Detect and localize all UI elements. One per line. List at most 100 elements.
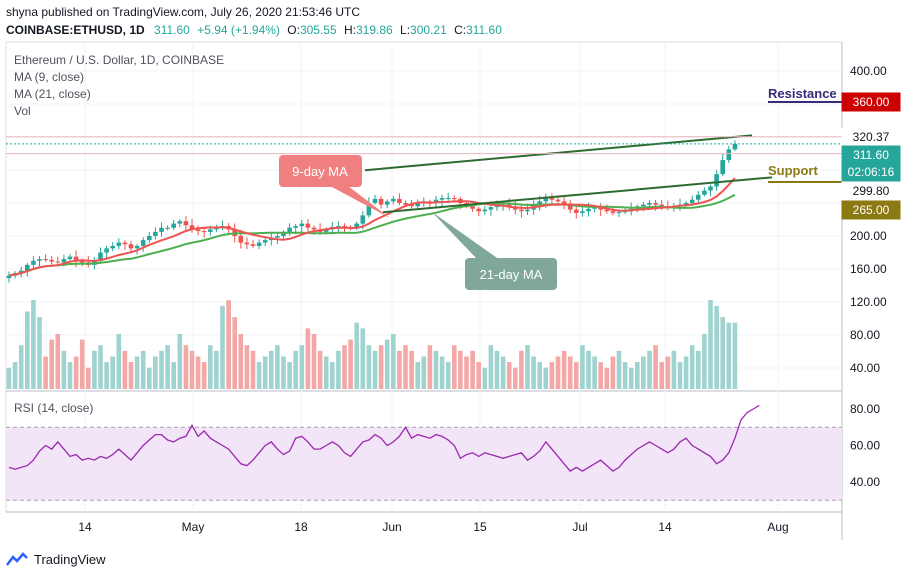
price-tick-label: 200.00 bbox=[850, 229, 887, 243]
candle-body bbox=[134, 245, 140, 249]
candle-body bbox=[409, 204, 414, 207]
price-tick-label: 120.00 bbox=[850, 295, 887, 309]
candle-body bbox=[610, 211, 616, 213]
high-value: 319.86 bbox=[355, 23, 393, 37]
volume-bar bbox=[79, 339, 85, 389]
moving-averages bbox=[8, 177, 736, 277]
candle-body bbox=[244, 242, 250, 245]
candle-body bbox=[104, 248, 109, 253]
volume-bar bbox=[128, 362, 134, 389]
candle-body bbox=[55, 261, 61, 263]
candle-body bbox=[128, 244, 134, 249]
volume-bar bbox=[513, 367, 518, 389]
candle-body bbox=[61, 259, 67, 263]
chart-header: shyna published on TradingView.com, July… bbox=[6, 5, 502, 38]
price-axis: 40.00 80.00 120.00 160.00 200.00 400.00 bbox=[850, 64, 887, 375]
volume-bar bbox=[183, 345, 189, 389]
volume-bar bbox=[696, 350, 701, 389]
candle-body bbox=[287, 227, 292, 232]
volume-bar bbox=[226, 300, 231, 389]
tradingview-logo-text: TradingView bbox=[34, 551, 106, 567]
ma9-callout-text: 9-day MA bbox=[292, 164, 348, 179]
candle-body bbox=[476, 208, 481, 212]
volume-bar bbox=[269, 350, 274, 389]
candle-body bbox=[323, 229, 329, 232]
low-value: 300.21 bbox=[410, 23, 447, 37]
candle-body bbox=[384, 201, 390, 205]
volume-bar bbox=[689, 345, 695, 389]
volume-bar bbox=[659, 362, 664, 389]
volume-bar bbox=[628, 367, 634, 389]
time-tick-label: 18 bbox=[294, 520, 308, 534]
price-tag-bg bbox=[841, 92, 901, 112]
volume-bar bbox=[98, 345, 103, 389]
volume-bar bbox=[214, 350, 219, 389]
volume-bar bbox=[354, 322, 359, 389]
rsi-tick-label: 80.00 bbox=[850, 402, 880, 416]
candle-body bbox=[580, 211, 585, 213]
volume-bar bbox=[500, 356, 506, 389]
candle-body bbox=[6, 275, 12, 279]
channel-upper-line bbox=[364, 134, 753, 172]
candle-body bbox=[378, 198, 384, 205]
candle-body bbox=[525, 209, 530, 212]
candle-body bbox=[116, 242, 122, 246]
legend-ma21: MA (21, close) bbox=[14, 87, 91, 101]
volume-bar bbox=[403, 345, 408, 389]
volume-bar bbox=[476, 362, 481, 389]
volume-bar bbox=[702, 333, 707, 389]
publish-info: shyna published on TradingView.com, July… bbox=[6, 5, 360, 19]
candle-body bbox=[147, 236, 152, 241]
price-tags: 360.00 320.37 311.60 02:06:16 299.80 265.00 bbox=[841, 92, 901, 220]
volume-bar bbox=[159, 350, 164, 389]
ma21-callout: 21-day MA bbox=[432, 212, 557, 290]
price-tag: 299.80 bbox=[841, 181, 901, 201]
volume-bar bbox=[140, 350, 146, 389]
volume-bar bbox=[153, 356, 158, 389]
candle-body bbox=[391, 198, 396, 202]
candle-body bbox=[43, 259, 48, 261]
volume-bar bbox=[323, 356, 329, 389]
candle-body bbox=[689, 199, 695, 203]
candle-body bbox=[598, 207, 603, 210]
volume-bar bbox=[372, 350, 378, 389]
volume-bar bbox=[592, 356, 597, 389]
time-tick-label: Jul bbox=[572, 520, 587, 534]
volume-bar bbox=[488, 345, 494, 389]
volume-bar bbox=[348, 339, 353, 389]
candle-body bbox=[567, 204, 573, 210]
candle-body bbox=[683, 203, 689, 205]
candle-body bbox=[439, 198, 445, 200]
candle-body bbox=[79, 260, 85, 263]
candle-body bbox=[49, 259, 54, 262]
candle-body bbox=[67, 256, 73, 260]
volume-bar bbox=[415, 362, 420, 389]
candle-body bbox=[403, 203, 408, 205]
volume-bar bbox=[311, 333, 317, 389]
volume-bar bbox=[317, 350, 323, 389]
tradingview-logo[interactable]: TradingView bbox=[6, 548, 106, 570]
candle-body bbox=[140, 240, 146, 246]
rsi-band-fill bbox=[6, 427, 842, 501]
candle-body bbox=[165, 227, 170, 229]
volume-bar bbox=[726, 322, 732, 389]
candle-body bbox=[452, 198, 457, 200]
volume-bar bbox=[586, 350, 591, 389]
volume-bar bbox=[458, 350, 463, 389]
volume-bar bbox=[531, 356, 536, 389]
volume-bar bbox=[342, 345, 347, 389]
volume-bar bbox=[543, 367, 549, 389]
volume-bar bbox=[384, 339, 390, 389]
time-tick-label: 14 bbox=[658, 520, 672, 534]
volume-bar bbox=[49, 339, 54, 389]
volume-bar bbox=[677, 362, 683, 389]
tradingview-logo-icon bbox=[6, 552, 28, 566]
time-tick-label: Jun bbox=[382, 520, 401, 534]
rsi-line bbox=[8, 404, 760, 472]
volume-bar bbox=[622, 362, 628, 389]
resistance-label: Resistance bbox=[768, 86, 837, 101]
volume-bar bbox=[604, 367, 610, 389]
volume-bar bbox=[134, 356, 140, 389]
volume-bar bbox=[61, 350, 67, 389]
